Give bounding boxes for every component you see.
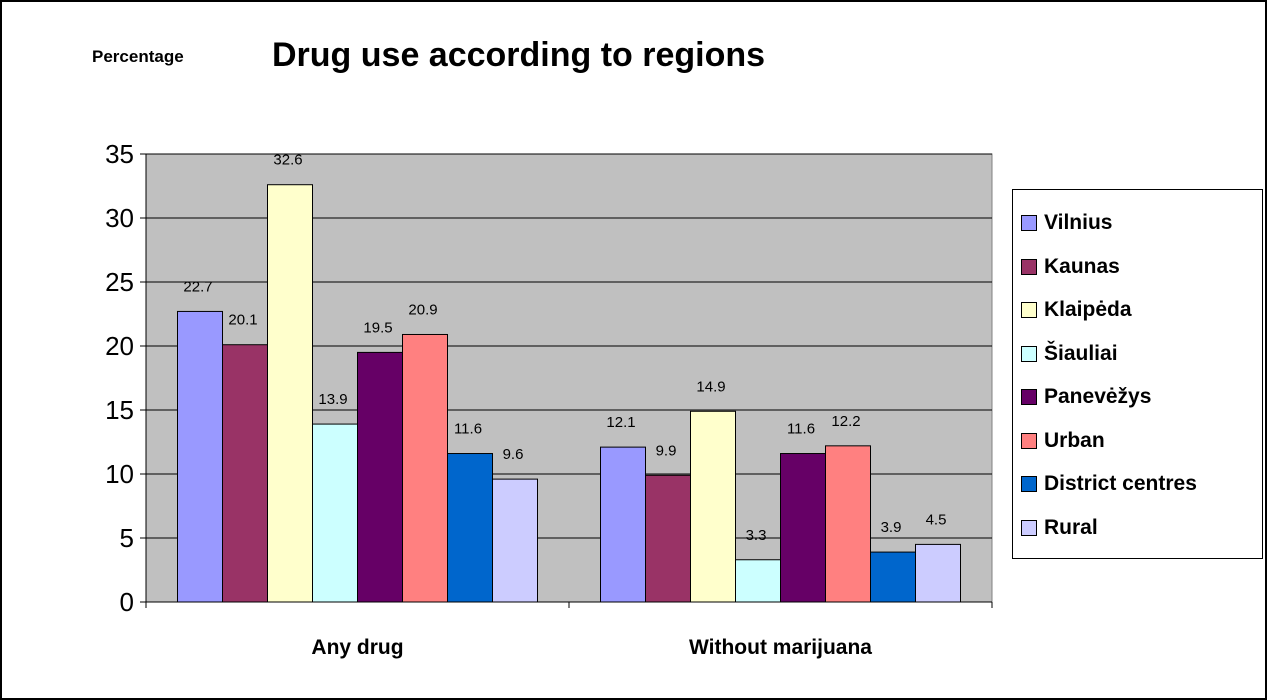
legend-swatch — [1021, 258, 1037, 275]
data-label: 14.9 — [696, 378, 725, 395]
y-tick-label: 30 — [105, 203, 134, 233]
legend-item: District centres — [1021, 471, 1197, 497]
data-label: 13.9 — [318, 391, 347, 408]
y-axis-label: Percentage — [92, 47, 184, 66]
bar — [735, 559, 781, 603]
bar — [357, 351, 403, 603]
data-label: 3.9 — [881, 519, 902, 536]
data-label: 3.3 — [746, 527, 767, 544]
legend-swatch — [1021, 302, 1037, 318]
legend-label: Vilnius — [1044, 211, 1113, 234]
x-tick-label: Any drug — [311, 636, 403, 659]
legend-label: Urban — [1044, 428, 1105, 452]
data-label: 20.9 — [408, 301, 437, 318]
legend-label: Panevėžys — [1044, 385, 1152, 408]
data-label: 11.6 — [454, 421, 482, 438]
data-label: 9.9 — [656, 442, 677, 459]
legend-item: Klaipėda — [1021, 297, 1132, 323]
bar — [177, 310, 223, 603]
bar — [267, 184, 313, 603]
bar — [600, 446, 646, 603]
bar — [915, 543, 961, 603]
legend-label: Kaunas — [1044, 254, 1120, 278]
bar — [690, 410, 736, 603]
chart-legend: Vilnius Kaunas Klaipėda Šiauliai Panevėžys Ur… — [1012, 189, 1263, 559]
legend-item: Panevėžys — [1021, 384, 1151, 410]
bar — [645, 474, 691, 603]
bar — [402, 333, 448, 603]
legend-item: Rural — [1021, 515, 1098, 541]
legend-item: Vilnius — [1021, 210, 1112, 236]
data-label: 12.1 — [606, 414, 635, 431]
legend-item: Urban — [1021, 428, 1105, 454]
y-tick-label: 25 — [105, 267, 134, 297]
bar — [492, 478, 538, 603]
legend-label: Rural — [1044, 515, 1098, 539]
data-label: 20.1 — [228, 312, 257, 329]
legend-swatch — [1021, 432, 1037, 449]
data-label: 32.6 — [273, 152, 302, 169]
bar — [222, 344, 268, 603]
legend-label: Šiauliai — [1044, 341, 1118, 365]
y-tick-label: 0 — [120, 587, 134, 617]
legend-item: Šiauliai — [1021, 341, 1118, 367]
data-label: 22.7 — [183, 278, 212, 295]
y-tick-label: 35 — [105, 139, 134, 169]
bar — [447, 453, 493, 603]
chart-title: Drug use according to regions — [272, 36, 766, 74]
legend-label: District centres — [1044, 472, 1197, 495]
data-label: 11.6 — [787, 421, 815, 438]
bar — [312, 423, 358, 603]
legend-item: Kaunas — [1021, 254, 1120, 280]
data-label: 19.5 — [363, 319, 392, 336]
legend-label: Klaipėda — [1044, 298, 1132, 321]
y-tick-label: 20 — [105, 331, 134, 361]
bar — [870, 551, 916, 603]
y-tick-label: 10 — [105, 459, 134, 489]
data-label: 4.5 — [926, 511, 947, 528]
legend-swatch — [1021, 519, 1037, 536]
bar — [825, 445, 871, 603]
data-label: 12.2 — [831, 413, 860, 430]
y-tick-label: 15 — [105, 395, 134, 425]
y-tick-label: 5 — [120, 523, 134, 553]
bar — [780, 453, 826, 603]
legend-swatch — [1021, 345, 1037, 362]
legend-swatch — [1021, 476, 1037, 492]
legend-swatch — [1021, 389, 1037, 405]
legend-swatch — [1021, 215, 1037, 231]
data-label: 9.6 — [503, 446, 524, 463]
x-tick-label: Without marijuana — [689, 636, 872, 659]
